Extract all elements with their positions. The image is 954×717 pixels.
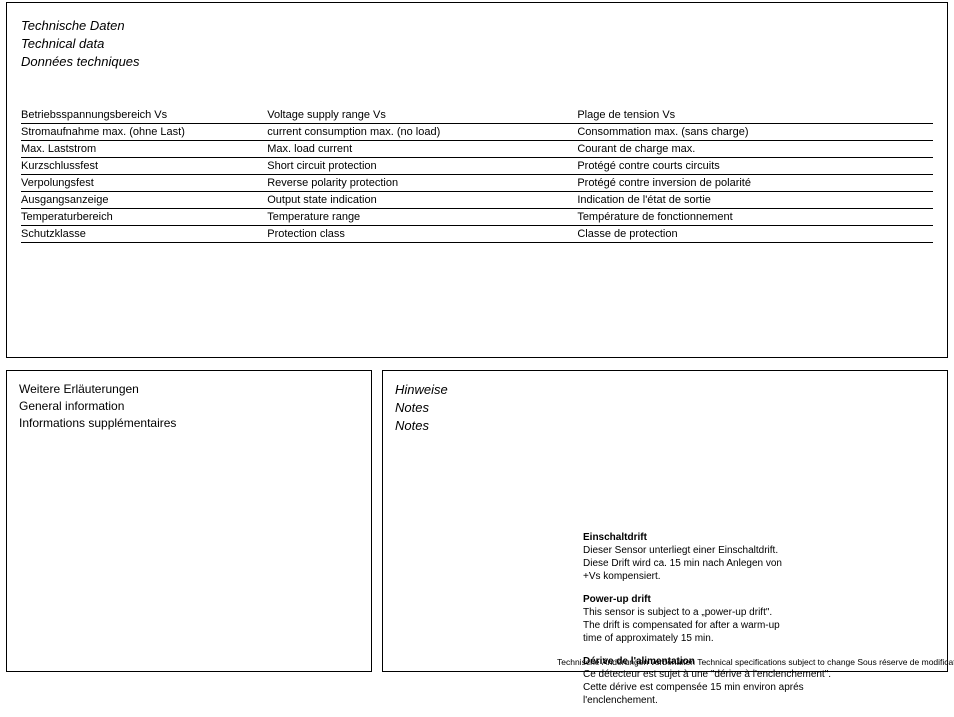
cell-fr: Température de fonctionnement: [577, 209, 933, 226]
cell-de: Betriebsspannungsbereich Vs: [21, 107, 267, 124]
table-row: Betriebsspannungsbereich Vs Voltage supp…: [21, 107, 933, 124]
cell-en: Protection class: [267, 226, 577, 243]
cell-en: current consumption max. (no load): [267, 124, 577, 141]
cell-fr: Protégé contre courts circuits: [577, 158, 933, 175]
table-row: Verpolungsfest Reverse polarity protecti…: [21, 175, 933, 192]
cell-de: Verpolungsfest: [21, 175, 267, 192]
notes-block: Einschaltdrift Dieser Sensor unterliegt …: [583, 531, 933, 717]
notes-heading-de: Hinweise: [395, 381, 935, 399]
heading-de: Technische Daten: [21, 17, 933, 35]
notes-heading-fr: Notes: [395, 417, 935, 435]
cell-de: Max. Laststrom: [21, 141, 267, 158]
heading-fr: Données techniques: [21, 53, 933, 71]
note-body: Ce détecteur est sujet à une "dérive à l…: [583, 668, 933, 707]
heading-en: Technical data: [21, 35, 933, 53]
cell-en: Voltage supply range Vs: [267, 107, 577, 124]
table-row: Temperaturbereich Temperature range Temp…: [21, 209, 933, 226]
cell-de: Stromaufnahme max. (ohne Last): [21, 124, 267, 141]
spec-table: Betriebsspannungsbereich Vs Voltage supp…: [21, 107, 933, 243]
cell-fr: Protégé contre inversion de polarité: [577, 175, 933, 192]
note-title: Einschaltdrift: [583, 531, 933, 544]
note-group: Power-up drift This sensor is subject to…: [583, 593, 933, 645]
technical-data-headings: Technische Daten Technical data Données …: [21, 17, 933, 71]
general-info-panel: Weitere Erläuterungen General informatio…: [6, 370, 372, 672]
cell-de: Temperaturbereich: [21, 209, 267, 226]
cell-de: Schutzklasse: [21, 226, 267, 243]
cell-fr: Courant de charge max.: [577, 141, 933, 158]
footer-disclaimer: Technische Änderungen vorbehalten Techni…: [557, 657, 954, 667]
table-row: Ausgangsanzeige Output state indication …: [21, 192, 933, 209]
cell-en: Output state indication: [267, 192, 577, 209]
info-fr: Informations supplémentaires: [19, 415, 359, 432]
cell-fr: Plage de tension Vs: [577, 107, 933, 124]
info-de: Weitere Erläuterungen: [19, 381, 359, 398]
table-row: Stromaufnahme max. (ohne Last) current c…: [21, 124, 933, 141]
cell-fr: Classe de protection: [577, 226, 933, 243]
cell-en: Max. load current: [267, 141, 577, 158]
note-body: This sensor is subject to a „power-up dr…: [583, 606, 933, 645]
cell-en: Reverse polarity protection: [267, 175, 577, 192]
notes-heading-en: Notes: [395, 399, 935, 417]
table-row: Kurzschlussfest Short circuit protection…: [21, 158, 933, 175]
table-row: Schutzklasse Protection class Classe de …: [21, 226, 933, 243]
note-group: Einschaltdrift Dieser Sensor unterliegt …: [583, 531, 933, 583]
cell-fr: Consommation max. (sans charge): [577, 124, 933, 141]
cell-de: Ausgangsanzeige: [21, 192, 267, 209]
note-body: Dieser Sensor unterliegt einer Einschalt…: [583, 544, 933, 583]
cell-de: Kurzschlussfest: [21, 158, 267, 175]
cell-en: Short circuit protection: [267, 158, 577, 175]
cell-en: Temperature range: [267, 209, 577, 226]
info-en: General information: [19, 398, 359, 415]
note-title: Power-up drift: [583, 593, 933, 606]
cell-fr: Indication de l'état de sortie: [577, 192, 933, 209]
notes-panel: Hinweise Notes Notes Einschaltdrift Dies…: [382, 370, 948, 672]
table-row: Max. Laststrom Max. load current Courant…: [21, 141, 933, 158]
technical-data-panel: Technische Daten Technical data Données …: [6, 2, 948, 358]
